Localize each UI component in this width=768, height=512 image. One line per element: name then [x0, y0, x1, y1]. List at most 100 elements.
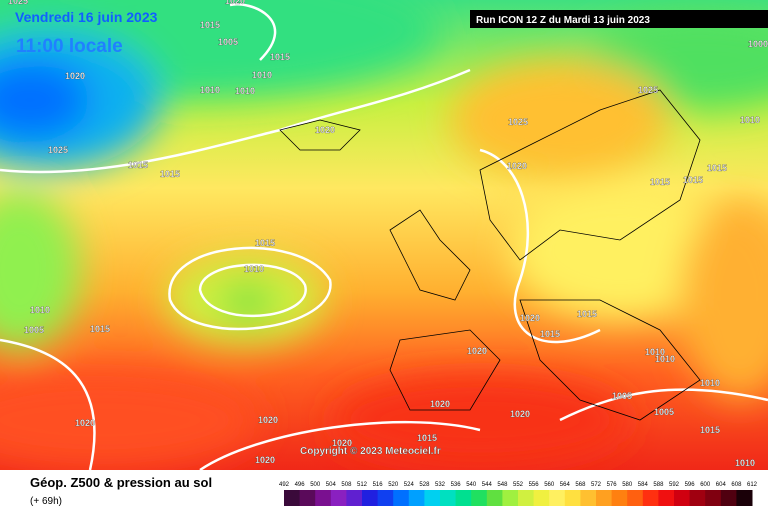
colorbar-swatch	[689, 490, 706, 506]
isobar-label: 1025	[48, 145, 68, 155]
colorbar-swatch	[299, 490, 316, 506]
colorbar-label: 560	[544, 482, 555, 488]
isobar-label: 1025	[508, 117, 528, 127]
colorbar-label: 536	[451, 482, 462, 488]
colorbar-swatch	[486, 490, 503, 506]
isobar-label: 1005	[24, 325, 44, 335]
isobar-label: 1015	[200, 20, 220, 30]
colorbar-swatch	[533, 490, 550, 506]
colorbar-label: 532	[435, 482, 446, 488]
colorbar-swatch	[658, 490, 675, 506]
isobar-label: 1025	[8, 0, 28, 6]
colorbar-label: 516	[373, 482, 384, 488]
colorbar-label: 584	[638, 482, 649, 488]
colorbar-label: 528	[419, 482, 430, 488]
colorbar-swatch	[362, 490, 379, 506]
colorbar-label: 492	[279, 482, 290, 488]
isobar-label: 1015	[700, 425, 720, 435]
colorbar-label: 548	[497, 482, 508, 488]
isobar-label: 1005	[654, 407, 674, 417]
colorbar-swatch	[564, 490, 581, 506]
forecast-time: 11:00 locale	[16, 36, 123, 57]
colorbar-label: 520	[388, 482, 399, 488]
isobar-label: 1020	[65, 71, 85, 81]
colorbar-label: 600	[700, 482, 711, 488]
colorbar-label: 604	[716, 482, 727, 488]
isobar-label: 1020	[258, 415, 278, 425]
isobar-label: 1000	[748, 39, 768, 49]
isobar-label: 1015	[650, 177, 670, 187]
isobar-label: 1020	[75, 418, 95, 428]
isobar-label: 1025	[638, 85, 658, 95]
colorbar-swatch	[408, 490, 425, 506]
isobar-label: 1015	[255, 238, 275, 248]
isobar-label: 1010	[655, 354, 675, 364]
colorbar-label: 580	[622, 482, 633, 488]
isobar-label: 1015	[577, 309, 597, 319]
isobar-label: 1015	[707, 163, 727, 173]
isobar-label: 1015	[540, 329, 560, 339]
isobar-label: 1010	[200, 85, 220, 95]
isobar-label: 1020	[467, 346, 487, 356]
colorbar-swatch	[346, 490, 363, 506]
isobar-label: 1010	[740, 115, 760, 125]
colorbar-label: 608	[731, 482, 742, 488]
colorbar-swatch	[611, 490, 628, 506]
forecast-date: Vendredi 16 juin 2023	[15, 9, 158, 25]
isobar-label: 1020	[430, 399, 450, 409]
colorbar-label: 504	[326, 482, 337, 488]
isobar-label: 1020	[332, 438, 352, 448]
colorbar-swatch	[502, 490, 519, 506]
isobar-label: 1010	[252, 70, 272, 80]
isobar-label: 1020	[315, 125, 335, 135]
isobar-label: 1010	[235, 86, 255, 96]
isobar-label: 1010	[30, 305, 50, 315]
colorbar-swatch	[377, 490, 394, 506]
colorbar-label: 572	[591, 482, 602, 488]
colorbar-swatch	[549, 490, 566, 506]
colorbar-label: 552	[513, 482, 524, 488]
colorbar-label: 576	[607, 482, 618, 488]
colorbar-swatch	[642, 490, 659, 506]
isobar-label: 1015	[270, 52, 290, 62]
isobar-label: 1015	[128, 160, 148, 170]
colorbar: 492 496 500 504 508 512 516 520 524 528 532 536 540 5…	[279, 482, 758, 506]
colorbar-swatch	[596, 490, 613, 506]
colorbar-swatch	[627, 490, 644, 506]
colorbar-swatch	[518, 490, 535, 506]
isobar-label: 1020	[520, 313, 540, 323]
colorbar-label: 564	[560, 482, 571, 488]
copyright: Copyright © 2023 Meteociel.fr	[300, 446, 441, 457]
colorbar-swatch	[315, 490, 332, 506]
footer-title: Géop. Z500 & pression au sol	[30, 475, 212, 490]
isobar-label: 1010	[244, 264, 264, 274]
colorbar-label: 508	[341, 482, 352, 488]
colorbar-label: 524	[404, 482, 415, 488]
colorbar-swatch	[284, 490, 301, 506]
isobar-label: 1020	[507, 161, 527, 171]
colorbar-swatch	[330, 490, 347, 506]
colorbar-label: 596	[685, 482, 696, 488]
isobar-label: 1020	[225, 0, 245, 6]
colorbar-label: 556	[529, 482, 540, 488]
colorbar-label: 592	[669, 482, 680, 488]
isobar-label: 1015	[417, 433, 437, 443]
isobar-label: 1010	[700, 378, 720, 388]
colorbar-swatch	[440, 490, 457, 506]
colorbar-swatch	[393, 490, 410, 506]
colorbar-label: 612	[747, 482, 758, 488]
isobar-label: 1015	[683, 175, 703, 185]
isobar-label: 1010	[735, 458, 755, 468]
colorbar-label: 568	[575, 482, 586, 488]
colorbar-swatch	[674, 490, 691, 506]
colorbar-label: 500	[310, 482, 321, 488]
isobar-label: 1005	[218, 37, 238, 47]
isobar-label: 1015	[160, 169, 180, 179]
colorbar-swatch	[580, 490, 597, 506]
colorbar-swatch	[471, 490, 488, 506]
isobar-label: 1020	[255, 455, 275, 465]
run-info: Run ICON 12 Z du Mardi 13 juin 2023	[476, 15, 650, 26]
colorbar-label: 544	[482, 482, 493, 488]
